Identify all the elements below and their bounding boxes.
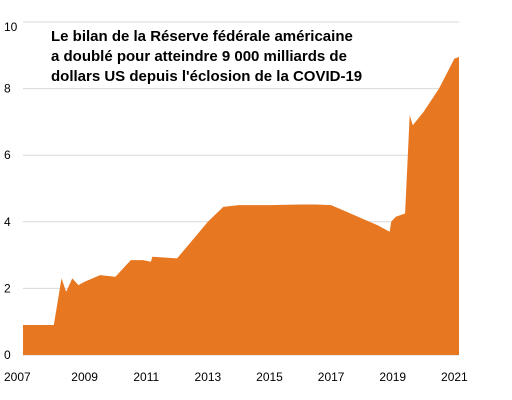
x-tick-label: 2013 [195,370,222,384]
x-tick-label: 2011 [133,370,159,384]
chart-title-line-3: dollars US depuis l'éclosion de la COVID… [51,68,362,85]
y-tick-label: 10 [4,20,18,34]
x-tick-label: 2015 [256,370,283,384]
chart-title-line-2: a doublé pour atteindre 9 000 milliards … [51,48,347,65]
x-tick-labels: 2007 2009 2011 2013 2015 2017 2019 2021 [4,370,468,384]
x-tick-label: 2009 [71,370,98,384]
chart-title-line-1: Le bilan de la Réserve fédérale américai… [51,28,353,45]
x-tick-label: 2019 [379,370,406,384]
area-series [22,56,460,356]
y-tick-labels: 0 2 4 6 8 10 [4,20,18,362]
y-tick-label: 2 [4,281,11,295]
x-tick-label: 2007 [4,370,31,384]
y-tick-label: 6 [4,148,11,162]
x-tick-label: 2021 [441,370,468,384]
y-tick-label: 0 [4,348,11,362]
y-tick-label: 4 [4,215,11,229]
area-series-0 [23,56,459,356]
y-tick-label: 8 [4,82,11,96]
x-tick-label: 2017 [318,370,345,384]
